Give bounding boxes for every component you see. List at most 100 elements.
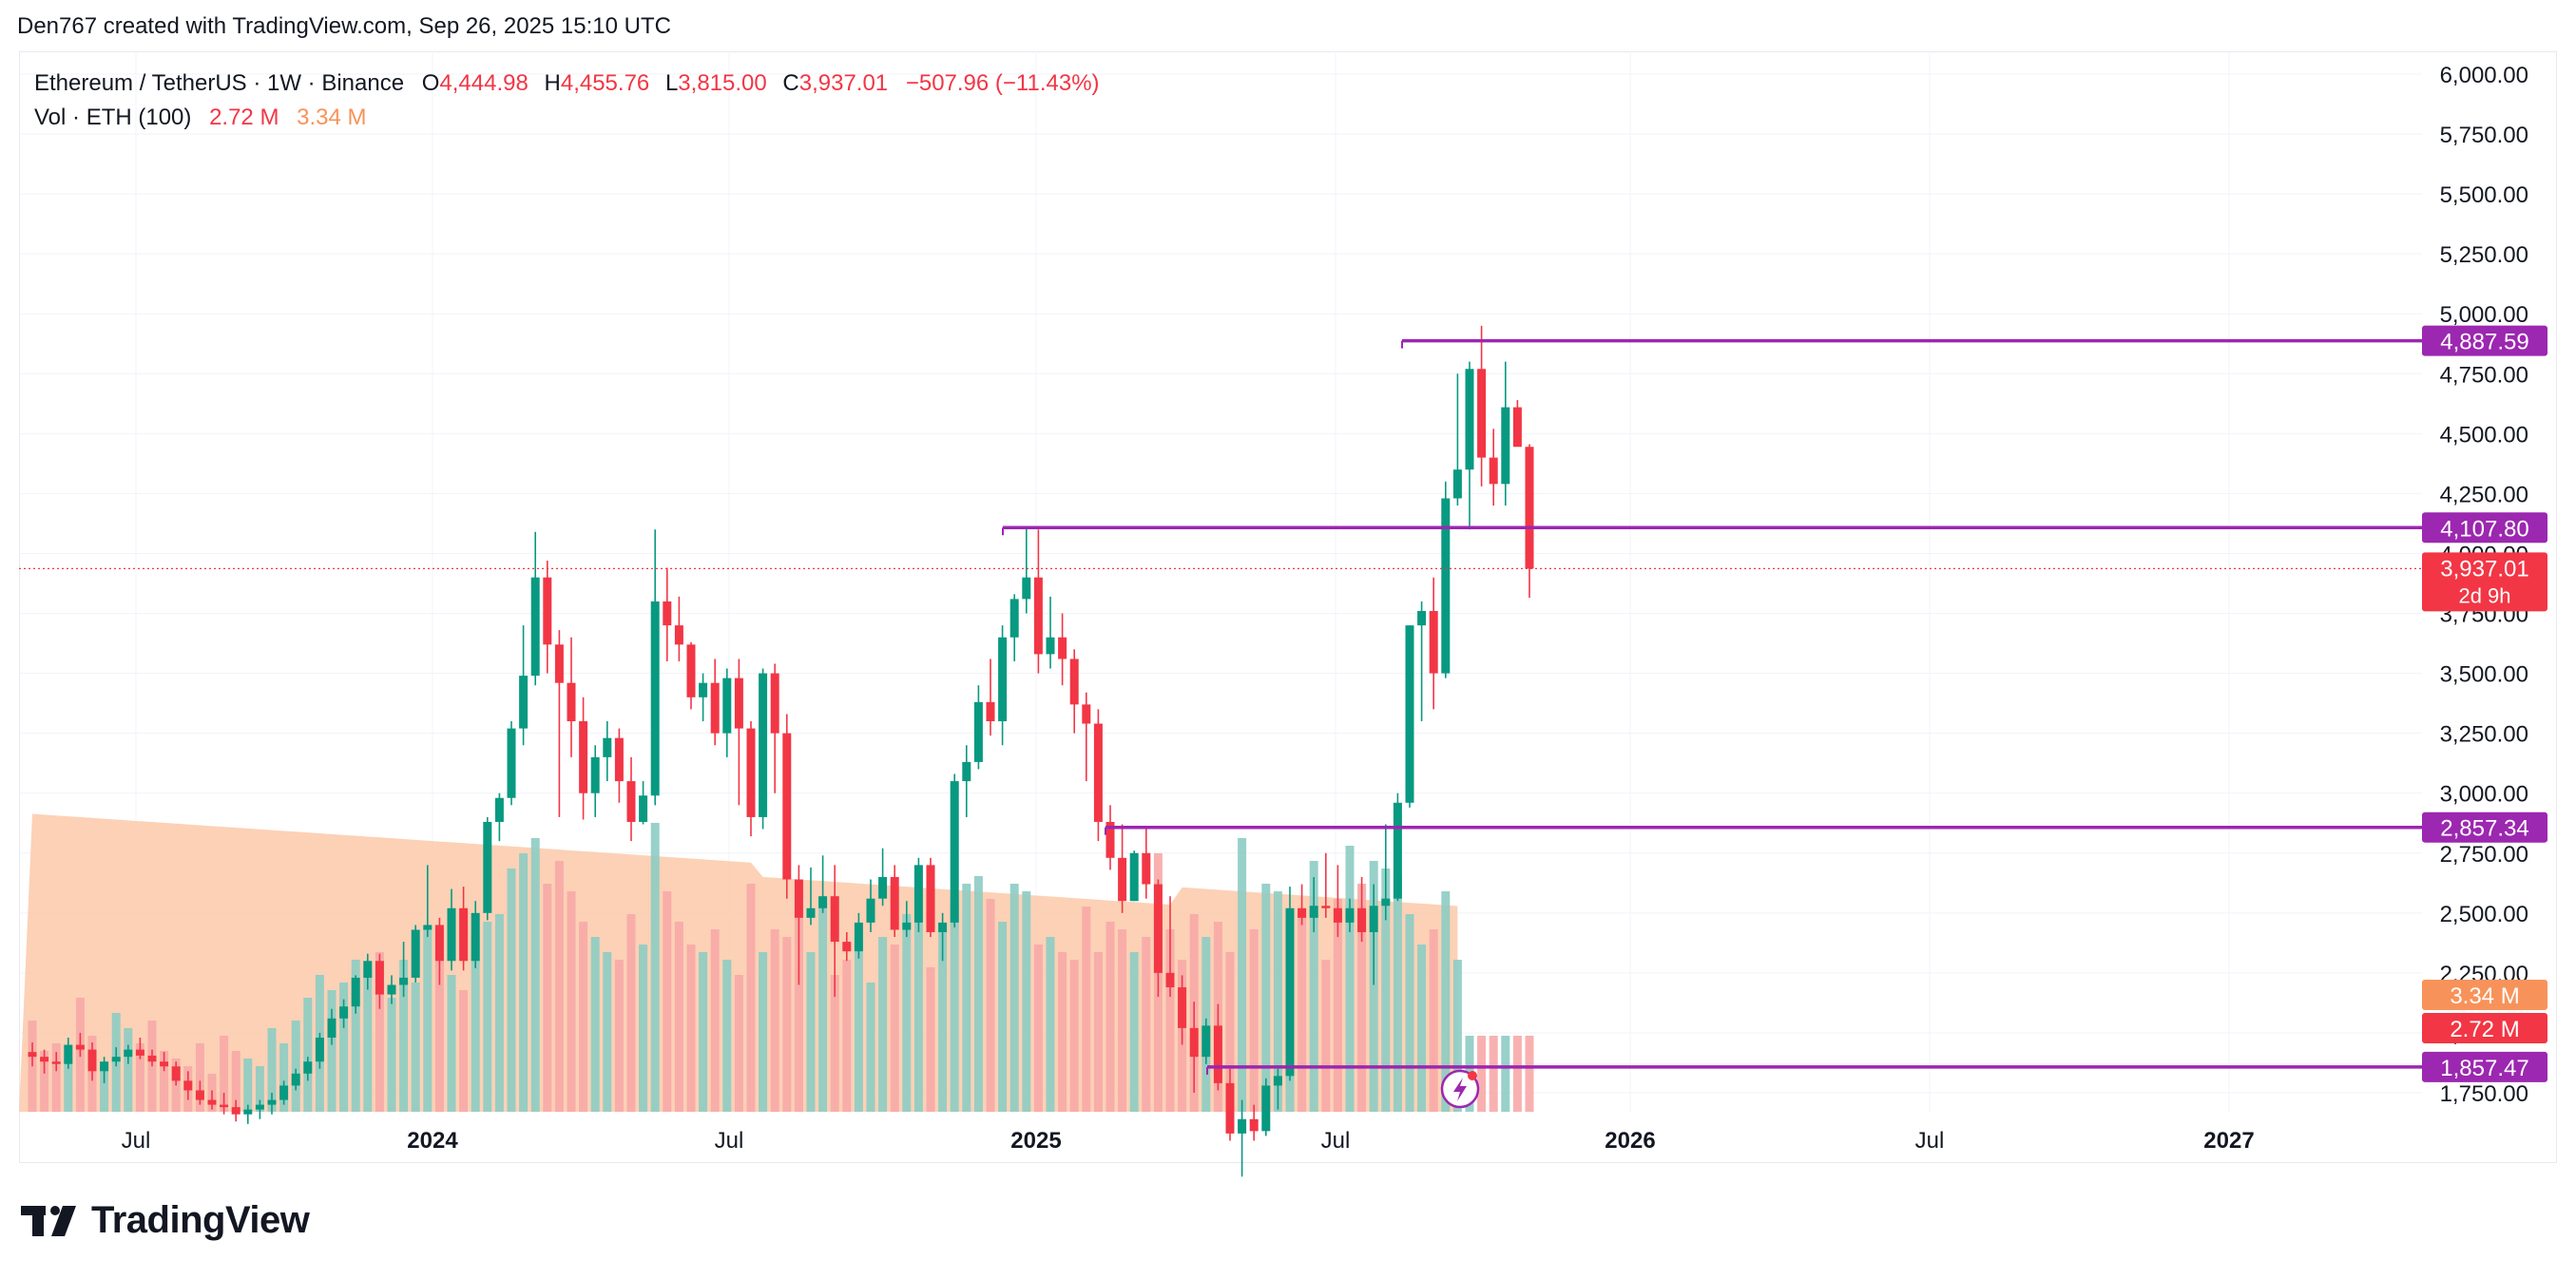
candle-body — [100, 1061, 109, 1072]
volume-bar — [339, 983, 349, 1112]
candle — [950, 773, 959, 927]
volume-bar — [279, 1043, 289, 1112]
candle — [1261, 1078, 1271, 1136]
candle-body — [1118, 857, 1127, 902]
lightning-icon[interactable] — [1440, 1069, 1480, 1109]
candle-body — [1321, 906, 1331, 908]
candle-body — [315, 1037, 324, 1062]
candle-body — [243, 1109, 253, 1115]
close-value: 3,937.01 — [798, 70, 889, 96]
candle — [782, 714, 792, 899]
volume-bar — [1022, 891, 1031, 1112]
candle-body — [1261, 1085, 1271, 1132]
candle — [913, 857, 923, 933]
candle-body — [806, 907, 816, 918]
candle-body — [1249, 1118, 1259, 1132]
volume-bar — [1009, 884, 1019, 1112]
volume-ma-tag-bg — [2422, 980, 2547, 1010]
candles — [28, 325, 1534, 1177]
candle — [87, 1042, 97, 1081]
volume-bar — [1429, 929, 1438, 1112]
symbol-label[interactable]: Ethereum / TetherUS · 1W · Binance — [34, 70, 405, 96]
candle-body — [998, 637, 1008, 722]
volume-bar — [1501, 1036, 1510, 1112]
volume-bar — [1069, 960, 1079, 1112]
candle — [1033, 529, 1043, 674]
candle-body — [1309, 906, 1318, 918]
volume-bar — [494, 914, 504, 1112]
volume-bar — [854, 945, 863, 1112]
chart-attribution: Den767 created with TradingView.com, Sep… — [17, 13, 671, 39]
volume-bar — [160, 1051, 169, 1112]
low-label: L — [664, 70, 679, 96]
candle-body — [1093, 723, 1103, 822]
candle — [1142, 827, 1151, 899]
volume-bar — [650, 823, 660, 1112]
volume-bar — [603, 952, 612, 1112]
candle-body — [1441, 498, 1451, 674]
chart-frame[interactable] — [19, 51, 2557, 1163]
candle — [100, 1057, 109, 1083]
volume-bar — [986, 899, 995, 1112]
candle — [1009, 594, 1019, 661]
volume-bar — [722, 960, 732, 1112]
candle — [507, 721, 516, 806]
candle-body — [494, 797, 504, 822]
candle-body — [1489, 457, 1498, 485]
candle — [1501, 361, 1510, 506]
candle-body — [339, 1006, 349, 1019]
candle-body — [770, 673, 779, 734]
candle-body — [231, 1107, 240, 1115]
candle-body — [950, 781, 959, 923]
volume-bar — [375, 952, 384, 1112]
volume-bar — [590, 937, 600, 1112]
candle — [818, 855, 828, 913]
candle — [75, 1032, 85, 1058]
volume-bar — [1129, 952, 1139, 1112]
candle-body — [483, 821, 492, 913]
level-price-tag-text: 1,857.47 — [2440, 1056, 2528, 1081]
volume-bar — [1417, 945, 1427, 1112]
volume-label[interactable]: Vol · ETH (100) — [34, 105, 192, 130]
candle-body — [434, 925, 444, 962]
candle — [51, 1052, 61, 1072]
candle-body — [1033, 577, 1043, 655]
candle — [1201, 1018, 1211, 1064]
volume-bar — [1142, 937, 1151, 1112]
candle — [411, 925, 420, 983]
candle — [938, 912, 948, 962]
candle-body — [399, 977, 409, 985]
volume-bar — [902, 914, 912, 1112]
time-axis: Jul 2024 Jul 2025 Jul 2026 Jul 2027 — [122, 1128, 2255, 1154]
time-axis-tick: 2025 — [1010, 1128, 1061, 1154]
candle-body — [962, 761, 971, 782]
last-price-tag-text: 3,937.01 — [2440, 556, 2528, 582]
volume-bar — [351, 960, 360, 1112]
candle — [1489, 429, 1498, 506]
candle — [663, 567, 672, 661]
tradingview-logo[interactable]: TradingView — [21, 1199, 310, 1242]
volume-bar — [998, 922, 1008, 1112]
open-label: O — [421, 70, 440, 96]
volume-bar — [614, 960, 624, 1112]
candle — [1512, 400, 1522, 448]
price-axis-tick: 1,750.00 — [2440, 1081, 2528, 1107]
candle — [962, 745, 971, 817]
level-price-tag-bg — [2422, 325, 2547, 356]
candle — [28, 1042, 37, 1067]
candle-body — [926, 865, 935, 933]
candle — [220, 1093, 229, 1115]
candle-body — [351, 977, 360, 1007]
candle-body — [746, 728, 756, 817]
candle — [243, 1104, 253, 1124]
candle-body — [51, 1061, 61, 1064]
volume-bar — [962, 884, 971, 1112]
candle — [614, 728, 624, 803]
candle — [806, 867, 816, 926]
level-price-tag-bg — [2422, 811, 2547, 843]
candle — [567, 637, 576, 757]
volume-bar — [770, 929, 779, 1112]
candle — [973, 685, 983, 770]
candle-body — [1201, 1025, 1211, 1058]
